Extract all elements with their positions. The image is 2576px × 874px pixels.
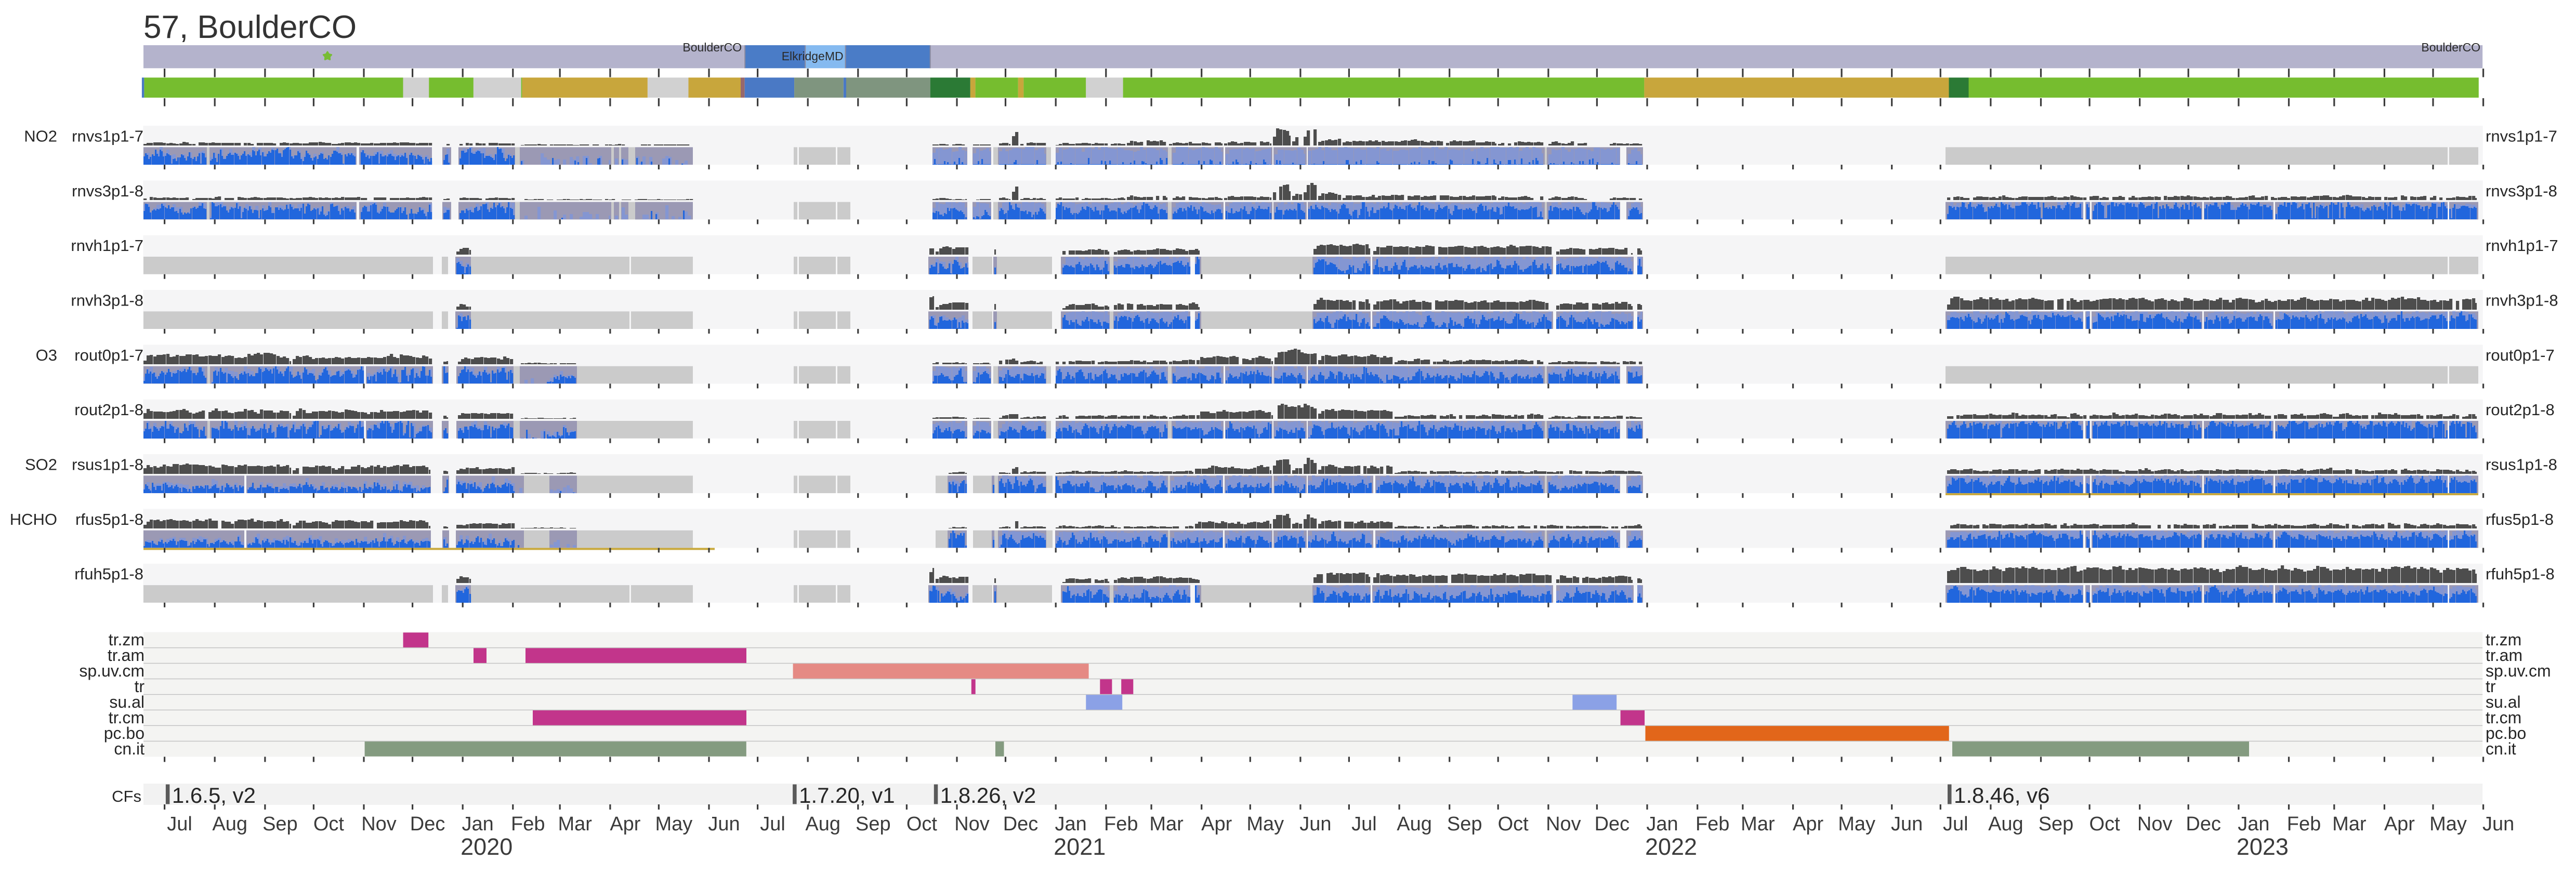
svg-text:O3: O3: [36, 346, 57, 364]
svg-text:May: May: [2429, 813, 2467, 835]
svg-text:Dec: Dec: [1595, 813, 1630, 835]
svg-text:1.8.26, v2: 1.8.26, v2: [940, 783, 1036, 807]
svg-text:rnvh3p1-8: rnvh3p1-8: [71, 291, 143, 309]
svg-text:tr.zm: tr.zm: [2486, 630, 2521, 649]
svg-text:tr.cm: tr.cm: [2486, 708, 2521, 727]
svg-text:cn.it: cn.it: [114, 739, 144, 758]
svg-text:BoulderCO: BoulderCO: [2421, 41, 2480, 54]
svg-text:sp.uv.cm: sp.uv.cm: [79, 661, 144, 680]
svg-text:tr: tr: [134, 677, 144, 696]
svg-text:2022: 2022: [1645, 833, 1697, 860]
svg-text:Apr: Apr: [610, 813, 640, 835]
svg-text:May: May: [1246, 813, 1284, 835]
svg-text:tr.zm: tr.zm: [109, 630, 144, 649]
svg-text:Sep: Sep: [856, 813, 891, 835]
svg-text:May: May: [655, 813, 693, 835]
svg-text:Jan: Jan: [2238, 813, 2269, 835]
svg-text:su.al: su.al: [109, 693, 144, 711]
svg-text:Dec: Dec: [1003, 813, 1039, 835]
svg-text:Jul: Jul: [1943, 813, 1968, 835]
svg-text:rfus5p1-8: rfus5p1-8: [75, 510, 143, 528]
svg-text:sp.uv.cm: sp.uv.cm: [2486, 661, 2551, 680]
svg-text:rfus5p1-8: rfus5p1-8: [2486, 510, 2554, 528]
svg-text:Dec: Dec: [410, 813, 445, 835]
svg-text:57, BoulderCO: 57, BoulderCO: [143, 9, 357, 45]
svg-text:Nov: Nov: [361, 813, 397, 835]
svg-text:Feb: Feb: [511, 813, 545, 835]
svg-text:Sep: Sep: [2039, 813, 2074, 835]
svg-text:Feb: Feb: [1104, 813, 1138, 835]
svg-text:Jan: Jan: [462, 813, 494, 835]
svg-text:tr: tr: [2486, 677, 2496, 696]
svg-text:rout0p1-7: rout0p1-7: [74, 346, 143, 364]
svg-text:Sep: Sep: [1447, 813, 1482, 835]
svg-text:Mar: Mar: [1741, 813, 1775, 835]
svg-text:Feb: Feb: [2287, 813, 2321, 835]
svg-text:rsus1p1-8: rsus1p1-8: [2486, 456, 2557, 474]
svg-text:rnvh1p1-7: rnvh1p1-7: [71, 236, 143, 255]
svg-text:Oct: Oct: [2089, 813, 2121, 835]
svg-text:rnvh3p1-8: rnvh3p1-8: [2486, 291, 2558, 309]
svg-text:Jul: Jul: [1351, 813, 1377, 835]
svg-text:Mar: Mar: [558, 813, 592, 835]
svg-text:rnvh1p1-7: rnvh1p1-7: [2486, 236, 2558, 255]
svg-text:Jun: Jun: [1299, 813, 1331, 835]
svg-text:Dec: Dec: [2186, 813, 2221, 835]
svg-text:2020: 2020: [461, 833, 512, 860]
svg-text:1.6.5, v2: 1.6.5, v2: [172, 783, 256, 807]
svg-text:Jan: Jan: [1055, 813, 1087, 835]
svg-text:rfuh5p1-8: rfuh5p1-8: [74, 565, 143, 583]
svg-text:Aug: Aug: [1397, 813, 1432, 835]
svg-text:rfuh5p1-8: rfuh5p1-8: [2486, 565, 2555, 583]
svg-text:su.al: su.al: [2486, 693, 2521, 711]
svg-text:rnvs1p1-7: rnvs1p1-7: [72, 127, 143, 145]
svg-text:Nov: Nov: [2137, 813, 2173, 835]
svg-text:rnvs1p1-7: rnvs1p1-7: [2486, 127, 2557, 145]
svg-text:Jun: Jun: [708, 813, 740, 835]
svg-text:pc.bo: pc.bo: [2486, 724, 2526, 743]
svg-text:HCHO: HCHO: [10, 510, 57, 528]
svg-text:Feb: Feb: [1696, 813, 1729, 835]
svg-text:Jul: Jul: [167, 813, 192, 835]
svg-text:tr.am: tr.am: [108, 646, 144, 665]
svg-text:pc.bo: pc.bo: [104, 724, 144, 743]
svg-text:cn.it: cn.it: [2486, 739, 2516, 758]
svg-text:Sep: Sep: [262, 813, 298, 835]
svg-text:Mar: Mar: [1149, 813, 1184, 835]
svg-text:rout2p1-8: rout2p1-8: [74, 401, 143, 419]
svg-text:NO2: NO2: [24, 127, 57, 145]
svg-text:SO2: SO2: [25, 456, 57, 474]
svg-text:Aug: Aug: [212, 813, 247, 835]
svg-text:Apr: Apr: [1793, 813, 1823, 835]
svg-text:rout0p1-7: rout0p1-7: [2486, 346, 2555, 364]
svg-text:1.7.20, v1: 1.7.20, v1: [799, 783, 895, 807]
svg-text:Oct: Oct: [1498, 813, 1529, 835]
svg-text:rnvs3p1-8: rnvs3p1-8: [2486, 182, 2557, 200]
svg-text:Oct: Oct: [313, 813, 345, 835]
svg-text:rnvs3p1-8: rnvs3p1-8: [72, 182, 143, 200]
svg-text:Apr: Apr: [2384, 813, 2415, 835]
svg-text:Mar: Mar: [2332, 813, 2367, 835]
svg-text:rsus1p1-8: rsus1p1-8: [72, 456, 143, 474]
svg-text:tr.am: tr.am: [2486, 646, 2522, 665]
svg-text:tr.cm: tr.cm: [109, 708, 144, 727]
svg-text:ElkridgeMD: ElkridgeMD: [782, 49, 844, 63]
svg-text:Nov: Nov: [954, 813, 990, 835]
svg-text:Aug: Aug: [1988, 813, 2023, 835]
svg-text:rout2p1-8: rout2p1-8: [2486, 401, 2555, 419]
svg-text:Oct: Oct: [906, 813, 938, 835]
svg-text:Jan: Jan: [1646, 813, 1678, 835]
svg-text:May: May: [1838, 813, 1875, 835]
svg-text:Nov: Nov: [1546, 813, 1581, 835]
svg-text:CFs: CFs: [112, 787, 141, 805]
svg-text:Jun: Jun: [1891, 813, 1923, 835]
svg-text:2021: 2021: [1054, 833, 1106, 860]
svg-text:Jul: Jul: [760, 813, 785, 835]
svg-text:Apr: Apr: [1201, 813, 1232, 835]
svg-text:2023: 2023: [2237, 833, 2289, 860]
svg-text:1.8.46, v6: 1.8.46, v6: [1954, 783, 2049, 807]
svg-text:BoulderCO: BoulderCO: [682, 41, 742, 54]
svg-text:Aug: Aug: [805, 813, 840, 835]
svg-text:Jun: Jun: [2482, 813, 2514, 835]
